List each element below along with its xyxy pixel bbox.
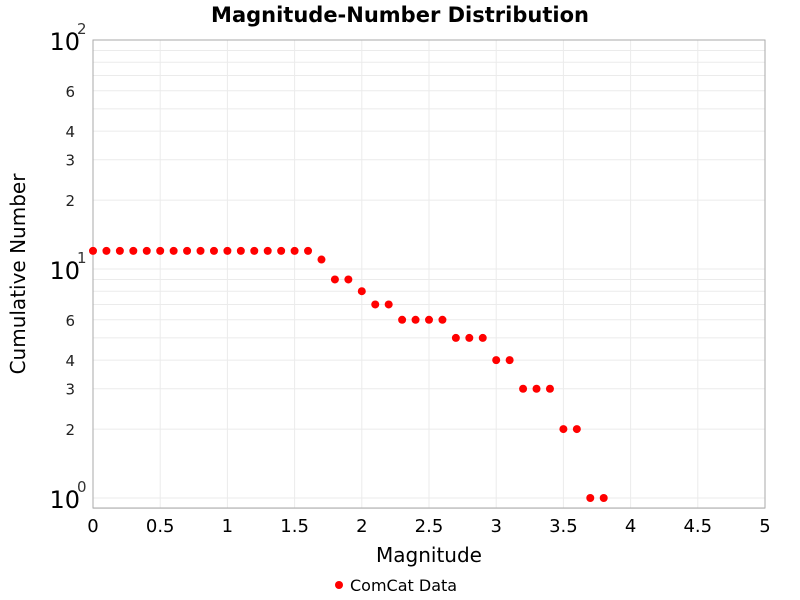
data-point <box>89 246 97 255</box>
data-point <box>599 494 608 502</box>
data-point <box>129 246 138 255</box>
data-point <box>223 246 232 255</box>
data-point <box>330 275 339 284</box>
y-minor-tick-label: 3 <box>65 381 75 399</box>
data-point <box>492 356 501 365</box>
data-point <box>478 333 487 342</box>
data-point <box>505 356 514 365</box>
data-point <box>344 275 353 284</box>
data-point <box>451 333 460 342</box>
x-tick-label: 0 <box>87 516 98 537</box>
y-tick-exponent: 0 <box>77 478 87 496</box>
data-point <box>411 315 420 324</box>
data-point <box>304 246 313 255</box>
data-point <box>465 333 474 342</box>
y-axis-label: Cumulative Number <box>6 173 30 375</box>
data-point <box>236 246 245 255</box>
y-minor-tick-label: 4 <box>65 352 75 370</box>
x-axis-label: Magnitude <box>376 543 482 567</box>
data-point <box>277 246 286 255</box>
x-tick-label: 3.5 <box>549 516 578 537</box>
x-tick-label: 0.5 <box>146 516 175 537</box>
x-tick-label: 1 <box>222 516 233 537</box>
data-point <box>290 246 299 255</box>
data-point <box>532 384 541 393</box>
y-tick-base: 10 <box>49 257 80 285</box>
data-point <box>425 315 433 324</box>
data-point <box>384 300 393 309</box>
y-minor-tick-label: 3 <box>65 152 75 170</box>
x-tick-label: 2 <box>356 516 367 537</box>
data-point <box>183 246 192 255</box>
data-point <box>263 246 272 255</box>
x-tick-label: 1.5 <box>280 516 309 537</box>
data-point <box>169 246 178 255</box>
legend: ComCat Data <box>335 576 457 595</box>
data-point <box>572 425 581 434</box>
x-tick-label: 5 <box>759 516 770 537</box>
y-tick-base: 10 <box>49 486 80 514</box>
data-point <box>250 246 259 255</box>
data-point <box>209 246 218 255</box>
data-point <box>545 384 554 393</box>
y-minor-tick-label: 2 <box>65 421 75 439</box>
y-tick-base: 10 <box>49 28 80 56</box>
data-points <box>89 246 608 502</box>
data-point <box>559 425 568 434</box>
data-point <box>438 315 447 324</box>
data-point <box>357 287 366 296</box>
x-tick-label: 4.5 <box>683 516 712 537</box>
x-tick-label: 3 <box>490 516 501 537</box>
data-point <box>317 255 326 264</box>
legend-label: ComCat Data <box>350 576 457 595</box>
y-minor-tick-label: 4 <box>65 123 75 141</box>
x-tick-label: 4 <box>625 516 636 537</box>
data-point <box>586 494 595 502</box>
y-minor-tick-label: 2 <box>65 192 75 210</box>
data-point <box>115 246 124 255</box>
y-minor-tick-label: 6 <box>65 83 75 101</box>
y-minor-tick-label: 6 <box>65 312 75 330</box>
x-axis-ticks: 0 0.5 1 1.5 2 2.5 3 3.5 4 4.5 5 <box>87 516 770 537</box>
legend-marker <box>335 581 343 589</box>
y-tick-exponent: 2 <box>77 20 87 38</box>
data-point <box>102 246 111 255</box>
y-tick-exponent: 1 <box>77 249 87 267</box>
data-point <box>196 246 205 255</box>
data-point <box>156 246 165 255</box>
data-point <box>371 300 380 309</box>
x-tick-label: 2.5 <box>415 516 444 537</box>
grid <box>92 39 766 509</box>
plot-frame <box>92 39 766 509</box>
data-point <box>398 315 407 324</box>
chart-title: Magnitude-Number Distribution <box>211 3 589 27</box>
data-point <box>519 384 528 393</box>
data-point <box>142 246 151 255</box>
